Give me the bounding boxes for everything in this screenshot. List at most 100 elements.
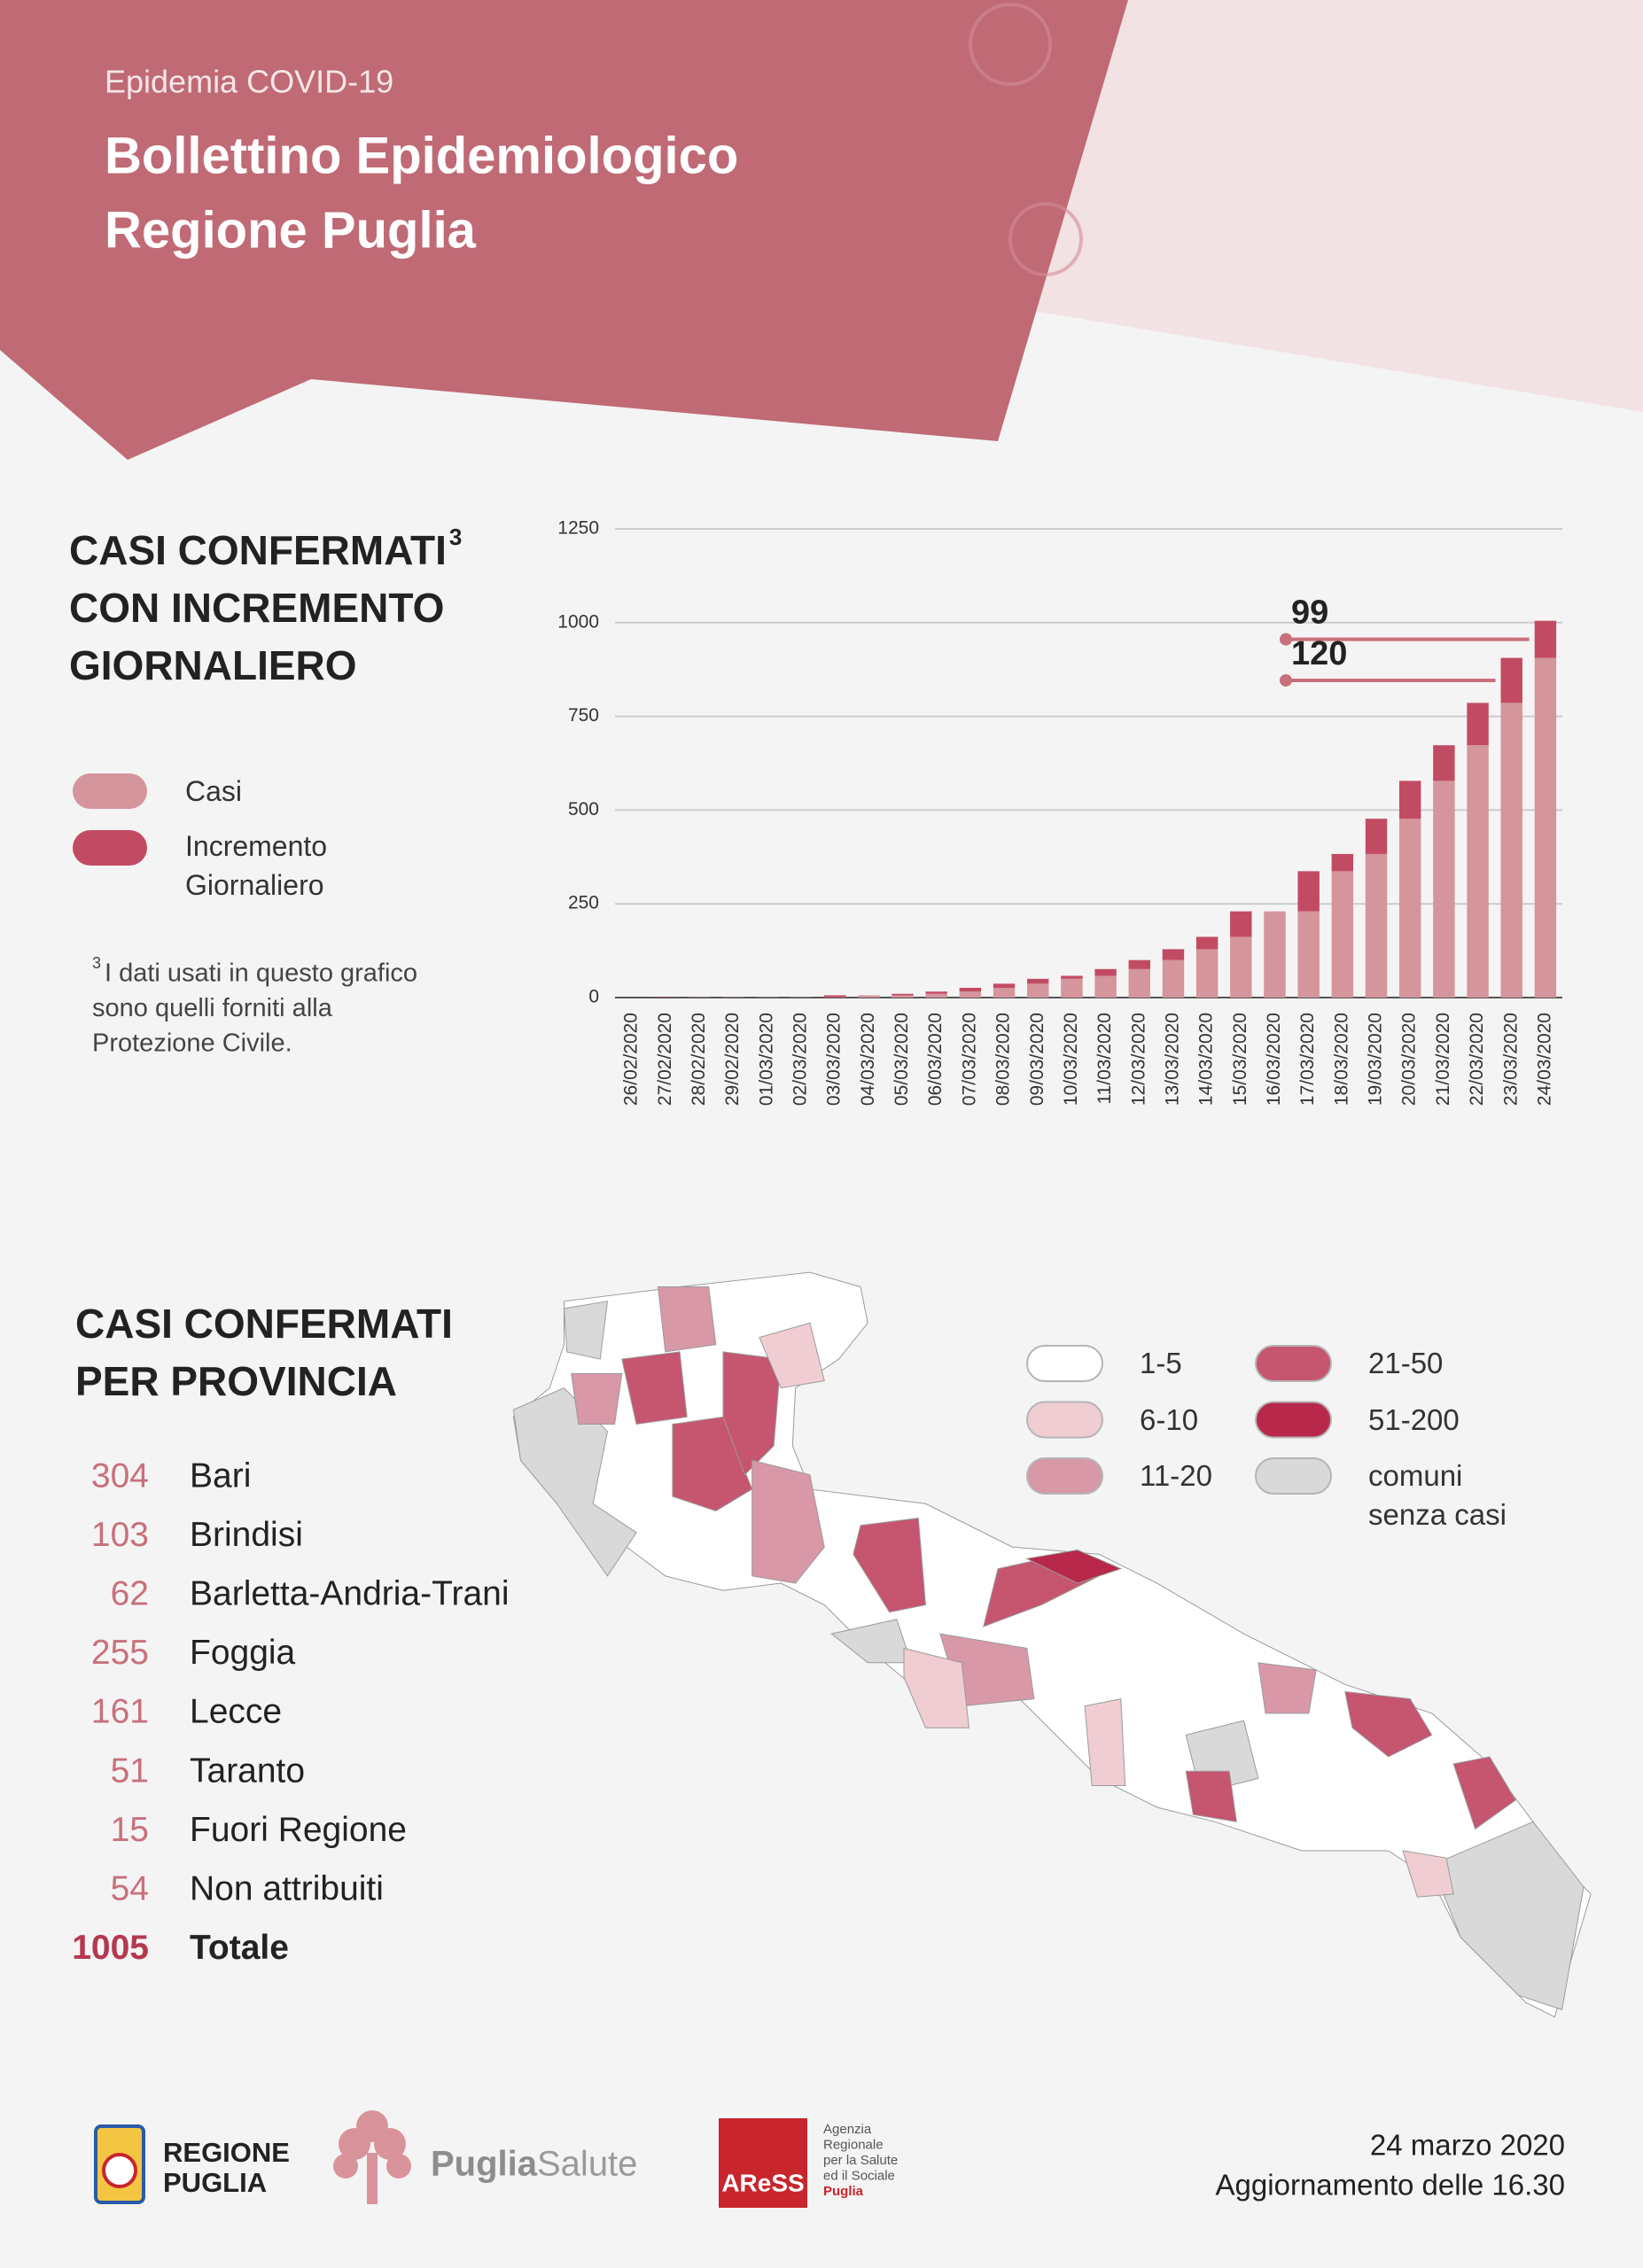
map-legend-swatch — [1026, 1457, 1103, 1495]
province-value: 15 — [111, 1811, 149, 1849]
footer-date: 24 marzo 2020 — [1370, 2129, 1565, 2162]
header-title: Bollettino Epidemiologico — [105, 127, 738, 184]
logo-text: REGIONE — [163, 2137, 290, 2168]
bar-segment — [1467, 745, 1489, 998]
title-note-ref: 3 — [449, 524, 462, 550]
bar-segment — [1195, 949, 1219, 998]
x-tick-label: 21/03/2020 — [1433, 1013, 1453, 1106]
bar-segment — [1500, 703, 1522, 998]
x-tick-label: 29/02/2020 — [722, 1013, 743, 1106]
province-value: 304 — [91, 1456, 149, 1495]
header-banner — [0, 0, 1128, 460]
province-name: Brindisi — [190, 1516, 303, 1554]
x-tick-label: 09/03/2020 — [1027, 1013, 1047, 1106]
bar-segment — [1398, 819, 1421, 998]
bar-segment — [1534, 657, 1557, 998]
x-tick-label: 16/03/2020 — [1264, 1013, 1284, 1106]
annotation-label: 99 — [1291, 594, 1328, 632]
logo-text: PUGLIA — [163, 2167, 267, 2198]
map — [512, 1271, 1592, 2018]
legend-label: Casi — [185, 775, 243, 807]
header-subtitle: Epidemia COVID-19 — [105, 64, 393, 100]
logo-text: per la Salute — [823, 2153, 898, 2168]
bar-segment — [1297, 871, 1320, 912]
bar-segment — [1264, 911, 1286, 998]
x-tick-label: 18/03/2020 — [1331, 1013, 1351, 1106]
section-title: PER PROVINCIA — [75, 1358, 397, 1404]
x-tick-label: 13/03/2020 — [1162, 1013, 1182, 1106]
bar-segment — [1027, 978, 1049, 984]
x-tick-label: 02/03/2020 — [790, 1013, 811, 1106]
bar-segment — [925, 991, 947, 994]
logo-text: Salute — [537, 2145, 637, 2184]
bar-segment — [1094, 968, 1117, 976]
chart-title: GIORNALIERO — [69, 642, 357, 688]
map-legend-label: 1-5 — [1140, 1347, 1182, 1379]
bar-segment — [823, 995, 846, 998]
x-tick-label: 26/02/2020 — [621, 1013, 642, 1106]
map-legend-label: comuni senza casi — [1368, 1459, 1507, 1531]
province-name: Barletta-Andria-Trani — [190, 1574, 510, 1612]
y-tick-label: 0 — [588, 987, 599, 1007]
section-title: CASI CONFERMATI — [75, 1301, 453, 1347]
province-name: Lecce — [190, 1693, 282, 1731]
bar-segment — [1433, 781, 1455, 998]
province-name: Bari — [190, 1456, 251, 1495]
province-value: 1005 — [72, 1929, 149, 1967]
bar-segment — [1061, 978, 1083, 998]
x-tick-label: 14/03/2020 — [1196, 1013, 1217, 1106]
logo-box — [719, 2118, 807, 2208]
chart-title: CON INCREMENTO — [69, 585, 444, 631]
annotation-label: 120 — [1291, 635, 1347, 672]
legend-swatch — [73, 830, 147, 866]
x-tick-label: 06/03/2020 — [925, 1013, 946, 1106]
province-value: 103 — [91, 1516, 149, 1554]
x-tick-label: 19/03/2020 — [1366, 1013, 1386, 1106]
logo-text: ed il Sociale — [823, 2168, 895, 2183]
bar-segment — [892, 993, 914, 996]
bar-segment — [1398, 781, 1421, 819]
map-legend-label: 51-200 — [1368, 1402, 1460, 1436]
logo-regione — [94, 2124, 145, 2204]
province-value: 255 — [91, 1634, 149, 1672]
bar-segment — [1128, 968, 1150, 998]
logo-text: Puglia — [823, 2184, 864, 2199]
x-tick-label: 05/03/2020 — [892, 1013, 912, 1106]
logo-text: Puglia — [431, 2145, 538, 2184]
bar-segment — [1230, 911, 1252, 937]
chart-title: CASI CONFERMATI — [69, 527, 447, 573]
province-value: 62 — [111, 1574, 149, 1612]
bar-segment — [1195, 936, 1219, 950]
x-tick-label: 10/03/2020 — [1061, 1013, 1081, 1106]
bar-segment — [1433, 745, 1455, 781]
y-tick-label: 1000 — [557, 611, 599, 632]
x-tick-label: 04/03/2020 — [858, 1013, 878, 1106]
note: Protezione Civile. — [92, 1029, 292, 1058]
bar-segment — [1162, 959, 1185, 998]
logo-text: Regionale — [823, 2137, 884, 2152]
header-accent — [1034, 0, 1643, 412]
legend-label: Incremento Giornaliero — [185, 830, 328, 901]
bar-segment — [1331, 871, 1354, 998]
x-tick-label: 01/03/2020 — [756, 1013, 776, 1106]
map-legend-label: 21-50 — [1368, 1347, 1444, 1379]
bar-segment — [1061, 975, 1083, 979]
x-tick-label: 27/02/2020 — [655, 1013, 675, 1106]
virus-icon — [969, 3, 1083, 276]
bar-segment — [1365, 819, 1388, 854]
y-tick-label: 1250 — [557, 518, 599, 539]
note: I dati usati in questo grafico — [105, 959, 417, 988]
bar-segment — [1230, 936, 1252, 998]
map-legend-swatch — [1255, 1457, 1332, 1495]
x-tick-label: 28/02/2020 — [689, 1013, 709, 1106]
y-tick-label: 750 — [568, 705, 599, 726]
province-value: 161 — [91, 1693, 149, 1731]
y-tick-label: 500 — [568, 799, 599, 819]
y-tick-label: 250 — [568, 893, 599, 913]
bar-segment — [1500, 657, 1522, 703]
map-legend-label: 11-20 — [1140, 1459, 1212, 1492]
bar-segment — [1297, 911, 1320, 998]
province-value: 51 — [111, 1751, 149, 1790]
map-legend-swatch — [1255, 1401, 1332, 1439]
